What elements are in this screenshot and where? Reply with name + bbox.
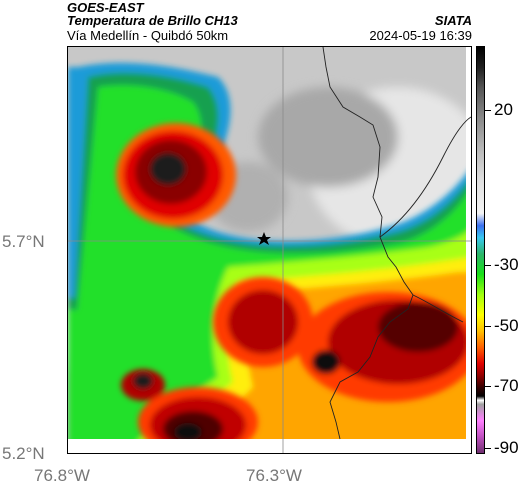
colorbar-label-20: 20 (494, 100, 513, 119)
department-border-east (412, 294, 464, 323)
colorbar-tick (485, 448, 491, 449)
lat-label-5-7: 5.7°N (2, 232, 45, 251)
map-header: GOES-EAST Temperatura de Brillo CH13 Vía… (67, 0, 472, 44)
colorbar-tick (485, 265, 491, 266)
timestamp-label: 2024-05-19 16:39 (369, 28, 472, 43)
colorbar-label-minus30: -30 (494, 255, 519, 274)
temperature-colorbar (476, 46, 485, 454)
map-canvas (68, 47, 471, 453)
colorbar-label-minus70: -70 (494, 376, 519, 395)
city-star-icon (257, 232, 271, 245)
department-border (379, 116, 471, 238)
organization-label: SIATA (434, 13, 472, 28)
satellite-name: GOES-EAST (67, 0, 144, 15)
colorbar-tick (485, 110, 491, 111)
lon-label-76-3: 76.3°W (246, 466, 302, 485)
lon-label-76-8: 76.8°W (34, 466, 90, 485)
colorbar-tick (485, 326, 491, 327)
national-border (322, 47, 414, 440)
map-margin (68, 439, 471, 453)
region-label: Vía Medellín - Quibdó 50km (67, 28, 229, 43)
brightness-temperature-map (67, 46, 472, 454)
colorbar-label-minus90: -90 (494, 438, 519, 457)
lat-label-5-2: 5.2°N (2, 444, 45, 463)
colorbar-label-minus50: -50 (494, 316, 519, 335)
product-title: Temperatura de Brillo CH13 (67, 13, 238, 28)
colorbar-tick (485, 386, 491, 387)
